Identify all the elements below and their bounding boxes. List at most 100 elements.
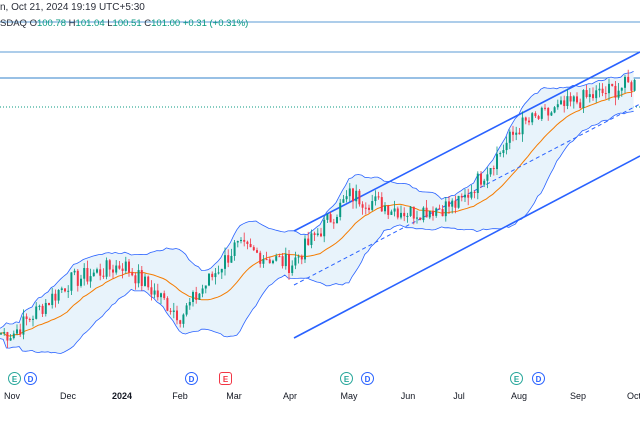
channel-mid-line <box>293 103 640 286</box>
candle-body <box>73 270 76 273</box>
candle-body <box>448 201 450 207</box>
candle-body <box>38 305 41 307</box>
candle-body <box>64 288 66 292</box>
candle-body <box>51 293 54 306</box>
candle-body <box>460 195 463 198</box>
earnings-marker[interactable]: E <box>340 372 353 385</box>
candle-body <box>368 207 370 210</box>
x-tick-label: Mar <box>226 391 242 401</box>
dividend-marker[interactable]: D <box>185 372 198 385</box>
candle-body <box>585 90 588 97</box>
candle-body <box>300 256 303 260</box>
candle-body <box>166 298 169 311</box>
candle-body <box>115 265 118 273</box>
candle-body <box>355 190 358 202</box>
candle-body <box>425 207 428 218</box>
candle-body <box>16 329 18 334</box>
candle-body <box>288 253 290 273</box>
candle-body <box>592 94 594 99</box>
candle-body <box>502 150 505 154</box>
candle-body <box>150 287 153 295</box>
candle-body <box>512 131 514 135</box>
candle-body <box>505 142 508 151</box>
candle-body <box>96 269 98 273</box>
candle-body <box>569 96 572 102</box>
candle-body <box>224 255 226 269</box>
candle-body <box>163 293 166 299</box>
candle-body <box>160 293 162 298</box>
candle-body <box>422 207 425 221</box>
candle-body <box>60 288 63 290</box>
candle-body <box>444 201 447 217</box>
candle-body <box>336 217 338 224</box>
candle-body <box>310 233 313 245</box>
earnings-marker[interactable]: E <box>8 372 21 385</box>
dividend-marker[interactable]: D <box>361 372 374 385</box>
candle-body <box>572 96 575 102</box>
candle-body <box>262 259 265 264</box>
candle-body <box>92 272 95 277</box>
candle-body <box>339 202 342 218</box>
low-value: 100.51 <box>112 18 142 29</box>
candle-body <box>172 310 175 312</box>
candle-body <box>297 256 300 258</box>
candle-body <box>48 302 50 306</box>
candle-body <box>470 191 473 198</box>
dividend-marker[interactable]: D <box>24 372 37 385</box>
candle-body <box>201 288 204 294</box>
candle-body <box>259 252 262 264</box>
x-tick-label: May <box>340 391 358 401</box>
dividend-marker[interactable]: D <box>532 372 545 385</box>
candle-body <box>57 289 60 301</box>
candle-body <box>134 275 137 284</box>
candle-body <box>390 211 393 215</box>
candle-body <box>329 214 332 223</box>
candle-body <box>0 333 2 335</box>
candle-body <box>3 332 6 334</box>
candle-body <box>374 196 377 202</box>
candle-body <box>323 219 326 237</box>
earnings-marker[interactable]: E <box>510 372 523 385</box>
candle-body <box>518 132 521 135</box>
candle-body <box>627 76 630 83</box>
candle-body <box>112 269 114 273</box>
candle-body <box>208 273 210 286</box>
candle-body <box>364 207 367 209</box>
chart-timestamp: n, Oct 21, 2024 19:19 UTC+5:30 <box>0 2 145 13</box>
candle-body <box>265 259 268 261</box>
candle-body <box>432 210 434 216</box>
candle-body <box>147 276 150 288</box>
candle-body <box>352 188 354 202</box>
candle-body <box>281 256 284 267</box>
candle-body <box>563 100 566 107</box>
candle-body <box>22 316 25 335</box>
candle-body <box>320 233 322 237</box>
candle-body <box>240 239 242 242</box>
candle-body <box>217 272 220 274</box>
candle-body <box>611 83 614 86</box>
earnings-marker[interactable]: E <box>219 372 232 385</box>
candle-body <box>76 270 79 286</box>
ohlc-legend: SDAQ O100.78 H101.04 L100.51 C101.00 +0.… <box>0 18 248 29</box>
candle-body <box>108 260 111 270</box>
candle-body <box>118 265 121 269</box>
candle-body <box>476 173 479 194</box>
candle-body <box>451 200 454 207</box>
candle-body <box>406 215 409 217</box>
candle-body <box>540 107 543 119</box>
candle-body <box>601 88 604 94</box>
candle-body <box>438 208 441 210</box>
candle-body <box>371 201 374 210</box>
candle-body <box>211 273 214 278</box>
candle-body <box>384 205 386 212</box>
x-tick-label: Jun <box>400 391 416 401</box>
candle-body <box>508 131 511 143</box>
candle-body <box>185 305 188 315</box>
candle-body <box>6 332 9 341</box>
candle-body <box>67 290 70 292</box>
candle-body <box>492 168 495 170</box>
candle-body <box>124 261 127 271</box>
moving-average-line <box>0 90 634 337</box>
